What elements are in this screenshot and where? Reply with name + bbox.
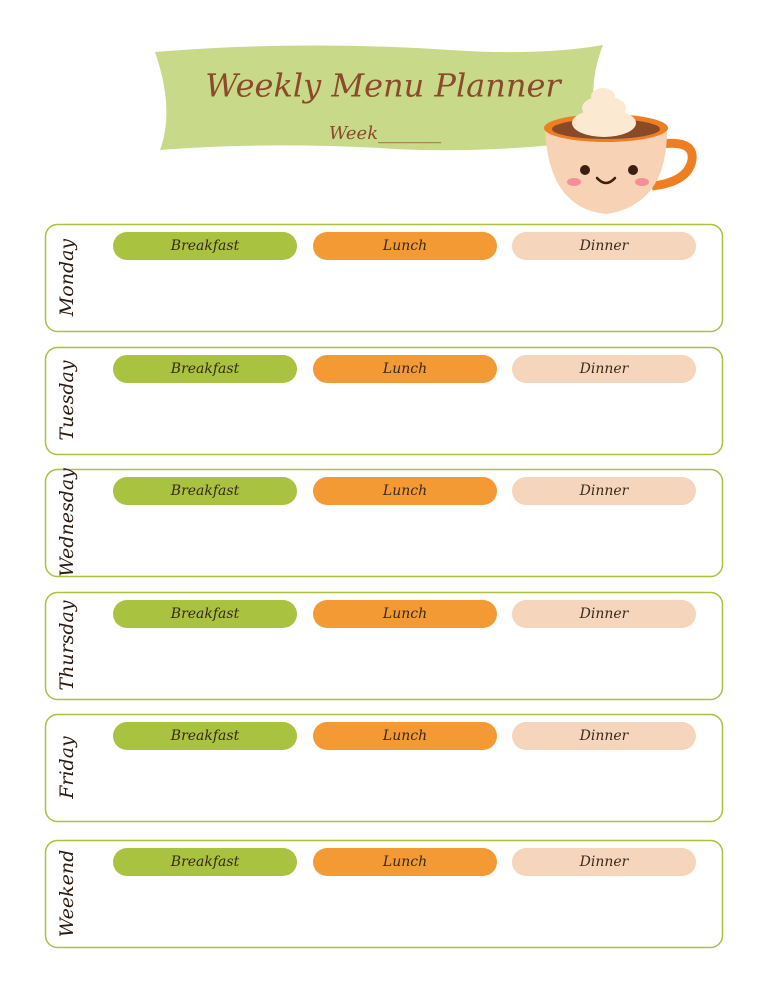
meal-label: Breakfast <box>170 238 240 254</box>
meal-pill <box>512 848 696 876</box>
meal-label: Lunch <box>382 854 427 870</box>
meal-pill <box>113 722 297 750</box>
day-row: Weekend Breakfast Lunch Dinner <box>44 839 724 949</box>
day-box <box>44 839 724 949</box>
day-box <box>44 713 724 823</box>
meal-pill <box>113 477 297 505</box>
meal-pill <box>313 355 497 383</box>
day-box <box>44 591 724 701</box>
meal-label: Lunch <box>382 483 427 499</box>
day-label: Monday <box>56 239 78 318</box>
day-box <box>44 346 724 456</box>
day-box <box>44 468 724 578</box>
day-label: Thursday <box>56 600 78 690</box>
title: Weekly Menu Planner <box>205 67 562 105</box>
meal-label: Lunch <box>382 238 427 254</box>
meal-label: Dinner <box>579 238 630 254</box>
meal-pill <box>313 477 497 505</box>
day-box <box>44 223 724 333</box>
meal-label: Breakfast <box>170 361 240 377</box>
meal-label: Breakfast <box>170 728 240 744</box>
day-label: Wednesday <box>56 468 78 577</box>
meal-label: Lunch <box>382 361 427 377</box>
meal-label: Dinner <box>579 728 630 744</box>
meal-pill <box>113 355 297 383</box>
coffee-cup-illustration <box>544 88 697 214</box>
meal-label: Breakfast <box>170 606 240 622</box>
meal-pill <box>113 848 297 876</box>
meal-pill <box>313 600 497 628</box>
meal-label: Breakfast <box>170 854 240 870</box>
meal-pill <box>512 232 696 260</box>
meal-pill <box>113 600 297 628</box>
day-label: Friday <box>56 736 78 800</box>
meal-label: Lunch <box>382 606 427 622</box>
meal-pill <box>113 232 297 260</box>
meal-label: Lunch <box>382 728 427 744</box>
day-row: Friday Breakfast Lunch Dinner <box>44 713 724 823</box>
meal-pill <box>512 600 696 628</box>
meal-label: Breakfast <box>170 483 240 499</box>
meal-pill <box>313 232 497 260</box>
day-label: Tuesday <box>56 360 78 440</box>
meal-label: Dinner <box>579 361 630 377</box>
day-row: Wednesday Breakfast Lunch Dinner <box>44 468 724 578</box>
meal-pill <box>313 848 497 876</box>
meal-label: Dinner <box>579 483 630 499</box>
week-field: Week_______ <box>329 123 441 144</box>
day-row: Tuesday Breakfast Lunch Dinner <box>44 346 724 456</box>
meal-pill <box>512 722 696 750</box>
title-banner <box>155 45 603 151</box>
day-row: Monday Breakfast Lunch Dinner <box>44 223 724 333</box>
day-row: Thursday Breakfast Lunch Dinner <box>44 591 724 701</box>
day-label: Weekend <box>56 850 78 938</box>
meal-pill <box>512 355 696 383</box>
meal-label: Dinner <box>579 606 630 622</box>
meal-label: Dinner <box>579 854 630 870</box>
meal-pill <box>313 722 497 750</box>
meal-pill <box>512 477 696 505</box>
day-rows: Monday Breakfast Lunch Dinner Tuesday Breakfa… <box>44 223 724 949</box>
